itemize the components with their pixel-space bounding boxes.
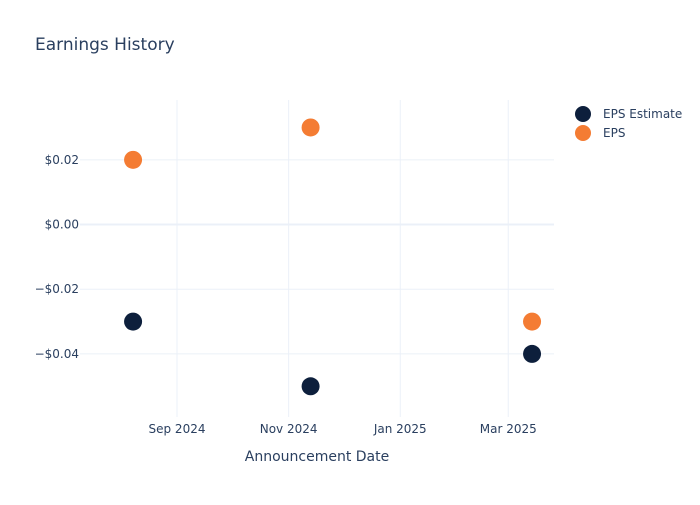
legend: EPS Estimate EPS: [575, 106, 682, 141]
legend-item[interactable]: EPS Estimate: [575, 106, 682, 122]
data-point[interactable]: [523, 344, 542, 363]
series-eps: [124, 118, 542, 331]
chart-title: Earnings History: [35, 35, 175, 55]
y-tick-label: −$0.04: [35, 347, 79, 361]
legend-label: EPS Estimate: [603, 107, 682, 121]
y-tick-label: $0.02: [45, 153, 79, 167]
data-point[interactable]: [301, 377, 320, 396]
data-points: [124, 118, 542, 396]
data-point[interactable]: [124, 150, 143, 169]
x-tick-label: Jan 2025: [373, 422, 427, 436]
data-point[interactable]: [301, 118, 320, 137]
y-tick-label: $0.00: [45, 218, 79, 232]
series-eps-estimate: [124, 312, 542, 396]
legend-label: EPS: [603, 126, 625, 140]
legend-marker: [575, 125, 591, 141]
x-tick-label: Mar 2025: [480, 422, 537, 436]
y-tick-label: −$0.02: [35, 282, 79, 296]
x-tick-label: Nov 2024: [260, 422, 318, 436]
y-axis-ticks: $0.02 $0.00 −$0.02 −$0.04: [35, 153, 79, 361]
x-axis-ticks: Sep 2024 Nov 2024 Jan 2025 Mar 2025: [149, 422, 537, 436]
legend-item[interactable]: EPS: [575, 125, 625, 141]
data-point[interactable]: [523, 312, 542, 331]
data-point[interactable]: [124, 312, 143, 331]
x-tick-label: Sep 2024: [149, 422, 206, 436]
grid: [80, 100, 554, 417]
x-axis-label: Announcement Date: [245, 449, 389, 465]
legend-marker: [575, 106, 591, 122]
